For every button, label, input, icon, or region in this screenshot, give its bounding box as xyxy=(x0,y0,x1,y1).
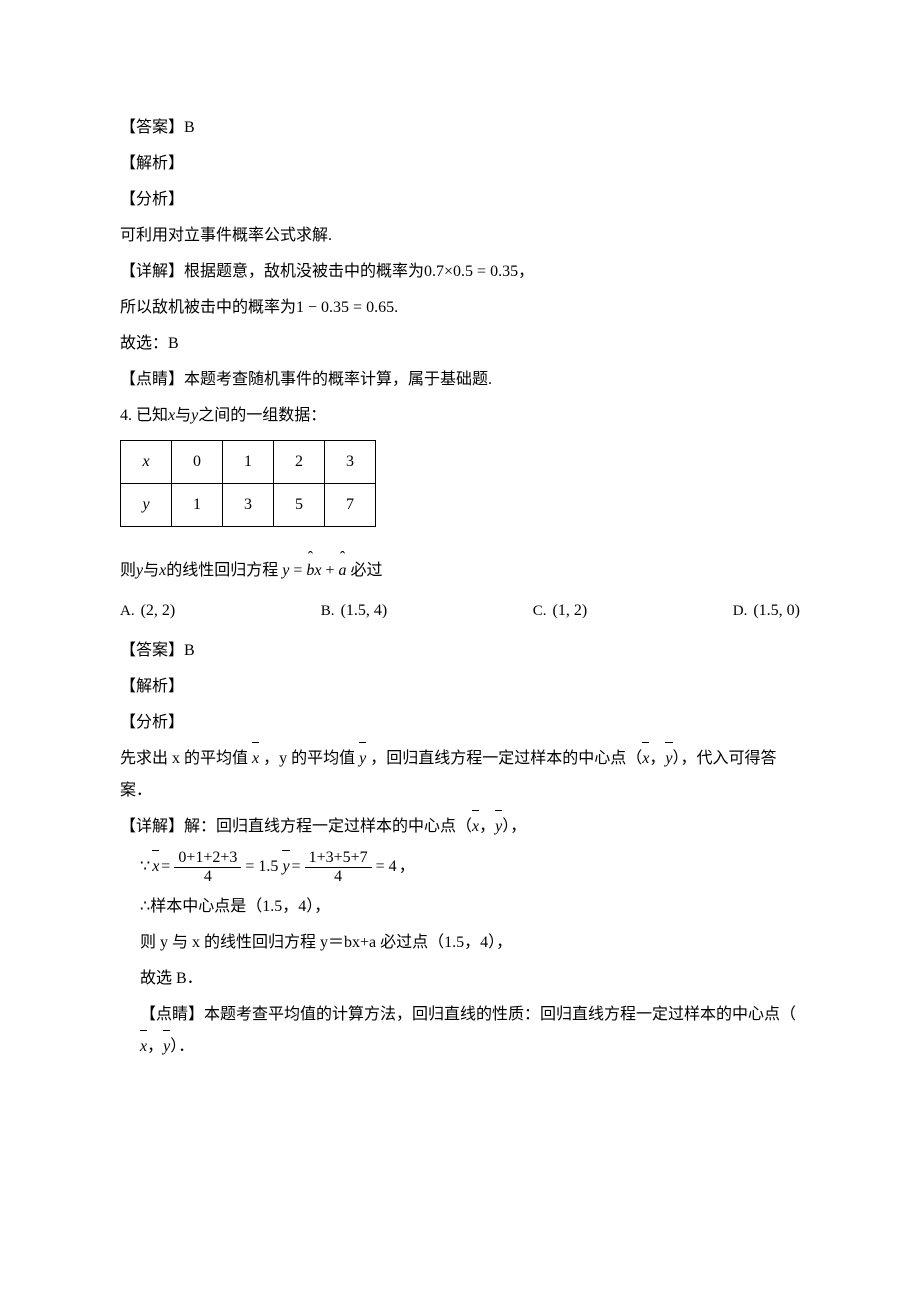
table-cell: 1 xyxy=(172,484,223,527)
xiangjie-label: 【详解】 xyxy=(120,263,184,280)
table-row: x 0 1 2 3 xyxy=(121,441,376,484)
ybar: y xyxy=(359,743,366,775)
xiangjie-label: 【详解】 xyxy=(120,818,184,835)
eq-bhat: b xyxy=(306,555,314,587)
table-cell: 5 xyxy=(274,484,325,527)
therefore-text: 样本中心点是（1.5，4）， xyxy=(150,898,330,915)
answer-label: 【答案】 xyxy=(120,119,184,136)
ybar: y xyxy=(495,811,502,843)
eq-sym: = xyxy=(161,851,170,883)
fenxi-label: 【分析】 xyxy=(120,705,800,741)
option-label: D. xyxy=(733,603,748,619)
table-cell: 3 xyxy=(223,484,274,527)
table-cell: x xyxy=(121,441,172,484)
fraction: 0+1+2+34 xyxy=(174,849,241,885)
eq-sym: = xyxy=(292,851,301,883)
xiangjie-text: 所以敌机被击中的概率为 xyxy=(120,299,296,316)
option-value: (1.5, 0) xyxy=(753,602,800,619)
xiangjie-text: ）， xyxy=(502,818,526,835)
eq-ahat: a xyxy=(339,555,347,587)
xiangjie-text: 根据题意，敌机没被击中的概率为 xyxy=(184,263,424,280)
answer-label: 【答案】 xyxy=(120,642,184,659)
eq-x: x xyxy=(314,562,321,579)
option-d: D. (1.5, 0) xyxy=(733,595,800,627)
stem-text: 的线性回归方程 xyxy=(166,562,278,579)
stem-text: 已知 xyxy=(136,407,168,424)
stem-text: 必过 xyxy=(351,562,383,579)
stem-text: 与 xyxy=(143,562,159,579)
ybar: y xyxy=(282,851,289,883)
dianjing-text: ）． xyxy=(170,1038,194,1055)
answer-value: B xyxy=(184,642,195,659)
calc-expr: 0.7×0.5 = 0.35 xyxy=(424,263,518,280)
frac-den: 4 xyxy=(174,868,241,886)
xbar: x xyxy=(140,1031,147,1063)
option-b: B. (1.5, 4) xyxy=(321,595,387,627)
jiexi-label: 【解析】 xyxy=(120,146,800,182)
therefore-sym: ∴ xyxy=(140,898,150,915)
tail: ， xyxy=(399,851,415,883)
table-cell: y xyxy=(121,484,172,527)
dianjing-text: ， xyxy=(147,1038,163,1055)
fenxi-text: ，y 的平均值 xyxy=(259,750,359,767)
ybar: y xyxy=(163,1031,170,1063)
table-row: y 1 3 5 7 xyxy=(121,484,376,527)
xiangjie-text: ， xyxy=(479,818,495,835)
guxuan-label: 故选： xyxy=(120,335,168,352)
calc-val: = 1.5 xyxy=(245,851,278,883)
table-cell: 2 xyxy=(274,441,325,484)
question-number: 4. xyxy=(120,407,132,424)
dianjing-text: 本题考查平均值的计算方法，回归直线的性质：回归直线方程一定过样本的中心点（ xyxy=(204,1006,796,1023)
then-text: 则 y 与 x 的线性回归方程 y＝bx+a 必过点（1.5，4）， xyxy=(140,925,800,961)
guxuan-text: 故选 B． xyxy=(140,961,800,997)
table-cell: 3 xyxy=(325,441,376,484)
data-table: x 0 1 2 3 y 1 3 5 7 xyxy=(120,440,376,527)
option-label: B. xyxy=(321,603,335,619)
calc-line: ∵ x = 0+1+2+34 = 1.5 y = 1+3+5+74 = 4 ， xyxy=(140,845,800,889)
fenxi-text: 先求出 x 的平均值 xyxy=(120,750,252,767)
fenxi-label: 【分析】 xyxy=(120,182,800,218)
dianjing-label: 【点睛】 xyxy=(140,1006,204,1023)
dianjing-text: 本题考查随机事件的概率计算，属于基础题. xyxy=(184,371,492,388)
fenxi-text: 可利用对立事件概率公式求解. xyxy=(120,218,800,254)
ybar: y xyxy=(665,743,672,775)
options-row: A. (2, 2) B. (1.5, 4) C. (1, 2) D. (1.5, 0) xyxy=(120,595,800,627)
frac-num: 0+1+2+3 xyxy=(174,849,241,868)
jiexi-label: 【解析】 xyxy=(120,669,800,705)
frac-num: 1+3+5+7 xyxy=(305,849,372,868)
fenxi-text: ，回归直线方程一定过样本的中心点（ xyxy=(366,750,642,767)
calc-expr: 1 − 0.35 = 0.65 xyxy=(296,299,394,316)
dianjing-label: 【点睛】 xyxy=(120,371,184,388)
table-cell: 1 xyxy=(223,441,274,484)
eq-plus: + xyxy=(322,562,339,579)
xbar: x xyxy=(252,743,259,775)
because-sym: ∵ xyxy=(140,851,150,883)
option-label: C. xyxy=(533,603,547,619)
option-value: (2, 2) xyxy=(141,602,176,619)
table-cell: 7 xyxy=(325,484,376,527)
option-value: (1.5, 4) xyxy=(341,602,388,619)
frac-den: 4 xyxy=(305,868,372,886)
xiangjie-text: 解：回归直线方程一定过样本的中心点（ xyxy=(184,818,472,835)
option-a: A. (2, 2) xyxy=(120,595,175,627)
eq-eq: = xyxy=(289,562,306,579)
answer-value: B xyxy=(184,119,195,136)
fenxi-text: ， xyxy=(649,750,665,767)
period: . xyxy=(394,299,398,316)
calc-val: = 4 xyxy=(376,851,397,883)
stem-text: 之间的一组数据： xyxy=(198,407,326,424)
table-cell: 0 xyxy=(172,441,223,484)
stem-text: 则 xyxy=(120,562,136,579)
xbar: x xyxy=(472,811,479,843)
guxuan-value: B xyxy=(168,335,179,352)
xbar: x xyxy=(152,851,159,883)
option-c: C. (1, 2) xyxy=(533,595,587,627)
option-value: (1, 2) xyxy=(553,602,588,619)
fraction: 1+3+5+74 xyxy=(305,849,372,885)
comma: ， xyxy=(518,263,534,280)
option-label: A. xyxy=(120,603,135,619)
stem-text: 与 xyxy=(175,407,191,424)
xbar: x xyxy=(642,743,649,775)
